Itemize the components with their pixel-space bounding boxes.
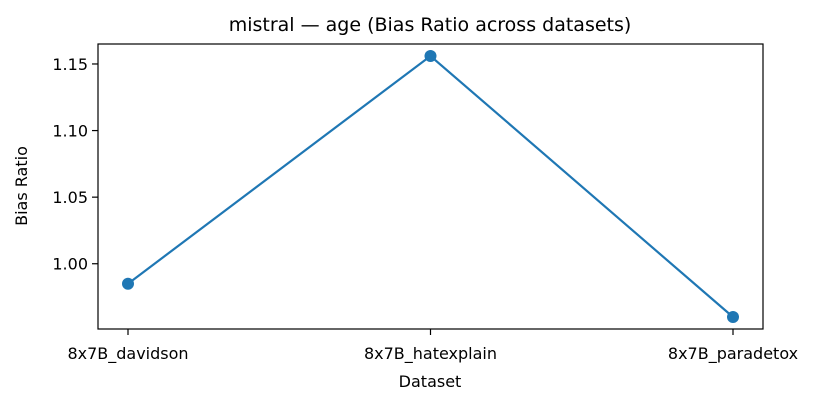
series-layer [122, 49, 739, 324]
chart-title: mistral — age (Bias Ratio across dataset… [229, 14, 632, 36]
plot-area-frame [97, 43, 764, 330]
y-tick-label: 1.10 [52, 122, 88, 141]
y-axis: 1.00 1.05 1.10 1.15 [52, 55, 98, 274]
data-point [424, 49, 437, 62]
y-tick-label: 1.05 [52, 188, 88, 207]
x-axis-label: Dataset [399, 372, 462, 391]
x-axis: 8x7B_davidson 8x7B_hatexplain 8x7B_paradet… [67, 329, 798, 364]
data-point [122, 277, 134, 290]
x-tick-label: 8x7B_hatexplain [364, 344, 497, 364]
x-tick-label: 8x7B_paradetox [668, 344, 798, 364]
y-axis-label: Bias Ratio [12, 146, 31, 226]
series-line [127, 54, 734, 318]
data-point [727, 311, 739, 324]
y-tick-label: 1.00 [52, 255, 88, 274]
y-tick-label: 1.15 [52, 55, 88, 74]
x-tick-label: 8x7B_davidson [67, 344, 188, 364]
